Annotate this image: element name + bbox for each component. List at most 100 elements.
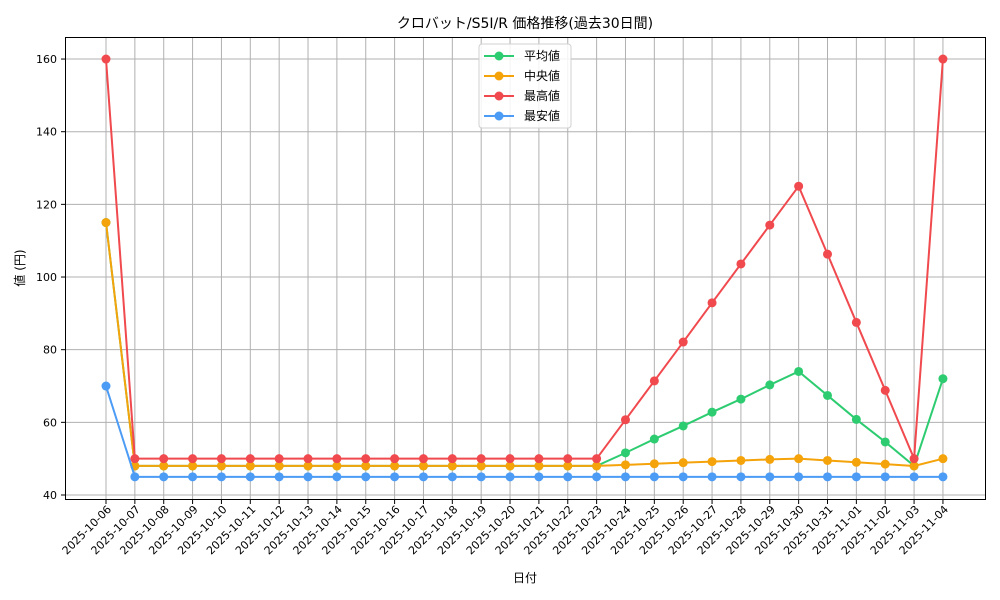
legend-marker-icon [494,71,504,81]
data-point [765,220,775,230]
data-point [620,415,630,425]
data-point [707,298,717,308]
data-point [216,472,226,482]
legend-label: 中央値 [524,68,560,83]
data-point [909,461,919,471]
data-point [361,472,371,482]
data-point [130,454,140,464]
data-point [880,472,890,482]
data-point [476,454,486,464]
data-point [649,472,659,482]
y-tick-label: 60 [43,416,57,429]
series-最安値 [101,381,948,482]
data-point [418,454,428,464]
data-point [245,472,255,482]
series-line [105,385,943,478]
data-point [361,461,371,471]
legend-item: 最安値 [484,108,560,123]
data-point [303,461,313,471]
data-point [736,259,746,269]
data-point [563,472,573,482]
data-point [823,472,832,482]
data-point [707,407,717,417]
data-point [794,181,804,191]
data-point [678,337,688,347]
data-point [592,454,602,464]
data-point [447,472,457,482]
data-point [851,472,861,482]
data-point [303,472,313,482]
data-point [332,454,342,464]
data-point [649,376,659,386]
data-point [938,54,948,64]
data-point [447,461,457,471]
data-point [909,454,919,464]
data-point [245,461,255,471]
data-point [188,461,198,471]
data-point [216,454,226,464]
data-point [101,381,111,391]
legend-marker-icon [494,111,504,121]
legend-item: 最高値 [484,88,560,103]
y-tick-label: 100 [36,271,57,284]
data-point [188,454,198,464]
data-point [909,472,919,482]
chart-title: クロバット/S5I/R 価格推移(過去30日間) [397,16,653,32]
series-line [105,222,944,468]
series-line [105,58,944,460]
data-point [736,455,746,465]
data-point [188,472,198,482]
data-point [851,414,861,424]
data-point [678,421,688,431]
data-point [765,454,775,464]
data-point [216,461,226,471]
data-point [476,472,486,482]
y-tick-label: 40 [43,489,57,502]
data-point [390,461,400,471]
grid-lines [65,37,986,500]
data-point [880,459,890,469]
data-point [765,380,775,390]
data-point [245,454,255,464]
legend-label: 最高値 [524,88,560,103]
x-axis-label: 日付 [513,571,537,585]
data-point [159,472,169,482]
y-axis: 40 60 80 100 120 140 160 [36,53,66,502]
data-point [938,472,948,482]
x-axis: 2025-10-062025-10-072025-10-082025-10-09… [60,499,951,557]
y-tick-label: 80 [43,344,57,357]
data-point [390,454,400,464]
data-point [851,317,861,327]
data-point [130,472,140,482]
data-point [592,472,602,482]
data-point [678,472,688,482]
data-point [505,472,515,482]
data-point [823,455,832,465]
legend-marker-icon [494,51,504,61]
series-中央値 [101,218,948,471]
series-最高値 [101,54,948,464]
data-point [418,472,428,482]
data-point [274,454,284,464]
data-point [505,461,515,471]
data-point [678,458,688,468]
data-point [101,218,111,228]
data-point [649,459,659,469]
legend-box [478,43,572,129]
data-point [563,454,573,464]
data-point [736,472,746,482]
data-point [938,374,948,384]
data-point [563,461,573,471]
data-point [274,461,284,471]
data-point [794,366,804,376]
data-point [505,454,515,464]
legend-item: 中央値 [484,68,560,83]
data-point [880,385,890,395]
data-point [332,461,342,471]
legend-label: 最安値 [524,108,560,123]
data-point [592,461,602,471]
data-point [794,454,804,464]
data-point [707,457,717,467]
data-point [274,472,284,482]
